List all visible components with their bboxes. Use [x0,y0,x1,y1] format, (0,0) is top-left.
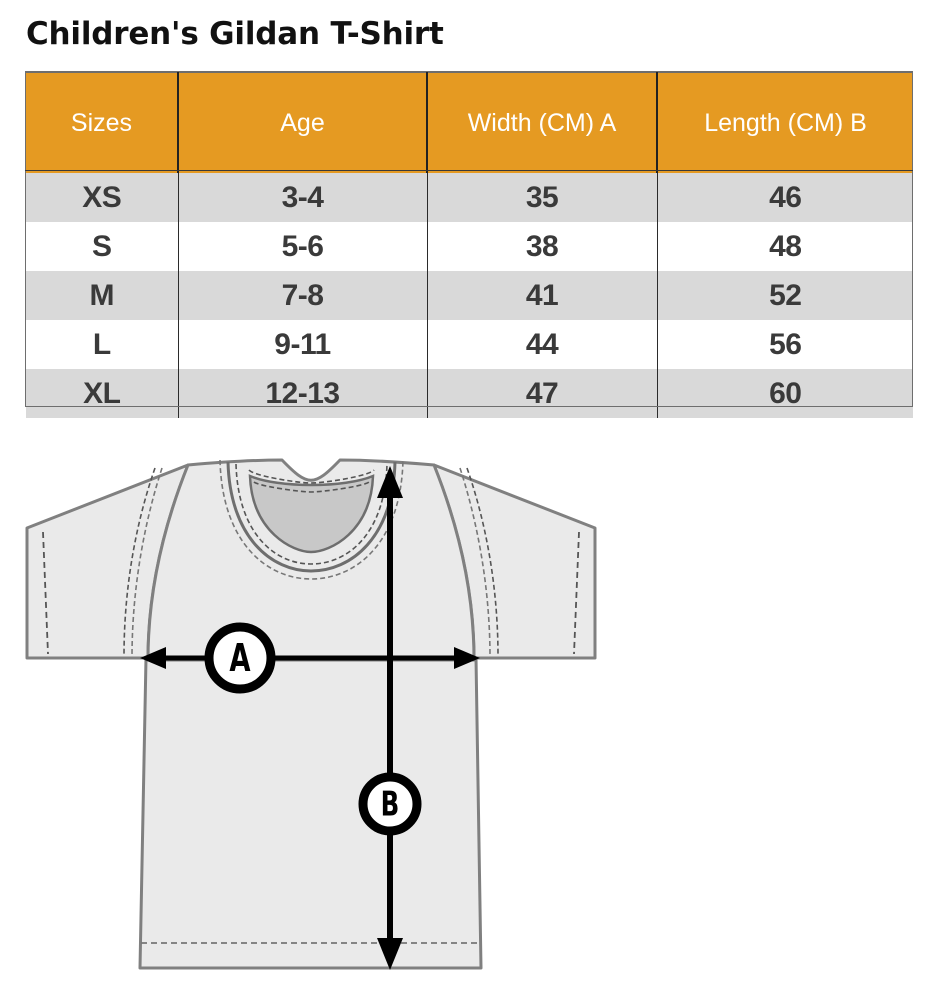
cell-size: M [26,271,179,320]
cell-age: 12-13 [178,369,428,418]
column-header-length: Length (CM) B [657,72,913,173]
cell-size: XS [26,173,179,222]
page-title: Children's Gildan T-Shirt [26,16,444,52]
cell-age: 3-4 [178,173,428,222]
cell-age: 5-6 [178,222,428,271]
tshirt-collar-outer [226,461,397,573]
cell-size: XL [26,369,179,418]
table-row: L 9-11 44 56 [26,320,913,369]
cell-width: 38 [427,222,658,271]
measurement-a-arrow [140,647,480,669]
marker-a-label: A [229,636,250,681]
tshirt-diagram: A B [0,440,940,1007]
right-cuff-stitch [573,531,580,655]
cell-width: 44 [427,320,658,369]
cell-width: 35 [427,173,658,222]
cell-length: 52 [657,271,913,320]
collar-stitch-line-1 [253,481,370,493]
table-row: XL 12-13 47 60 [26,369,913,418]
cell-length: 60 [657,369,913,418]
cell-length: 56 [657,320,913,369]
table-row: M 7-8 41 52 [26,271,913,320]
cell-width: 41 [427,271,658,320]
cell-age: 7-8 [178,271,428,320]
cell-length: 46 [657,173,913,222]
cell-size: L [26,320,179,369]
right-armhole-stitch [466,467,499,657]
column-header-sizes: Sizes [26,72,179,173]
table-header-row: Sizes Age Width (CM) A Length (CM) B [26,72,913,173]
tshirt-body [138,623,483,970]
marker-b: B [358,772,422,836]
marker-b-label: B [381,784,400,823]
column-header-age: Age [178,72,428,173]
left-armhole-stitch [123,467,156,657]
cell-size: S [26,222,179,271]
left-cuff-stitch [42,531,49,655]
measurement-b-arrow [377,466,403,970]
column-header-width: Width (CM) A [427,72,658,173]
cell-length: 48 [657,222,913,271]
tshirt-illustration [25,458,597,970]
right-armhole-stitch-body [459,467,491,658]
cell-age: 9-11 [178,320,428,369]
collar-stitch-line-3 [235,463,388,565]
left-armhole-stitch-body [131,467,163,658]
table-row: S 5-6 38 48 [26,222,913,271]
marker-a: A [204,622,276,694]
size-chart-table: Sizes Age Width (CM) A Length (CM) B XS … [26,72,913,418]
table-row: XS 3-4 35 46 [26,173,913,222]
tshirt-collar-inner [248,474,375,554]
cell-width: 47 [427,369,658,418]
collar-stitch-line-2 [248,469,375,484]
